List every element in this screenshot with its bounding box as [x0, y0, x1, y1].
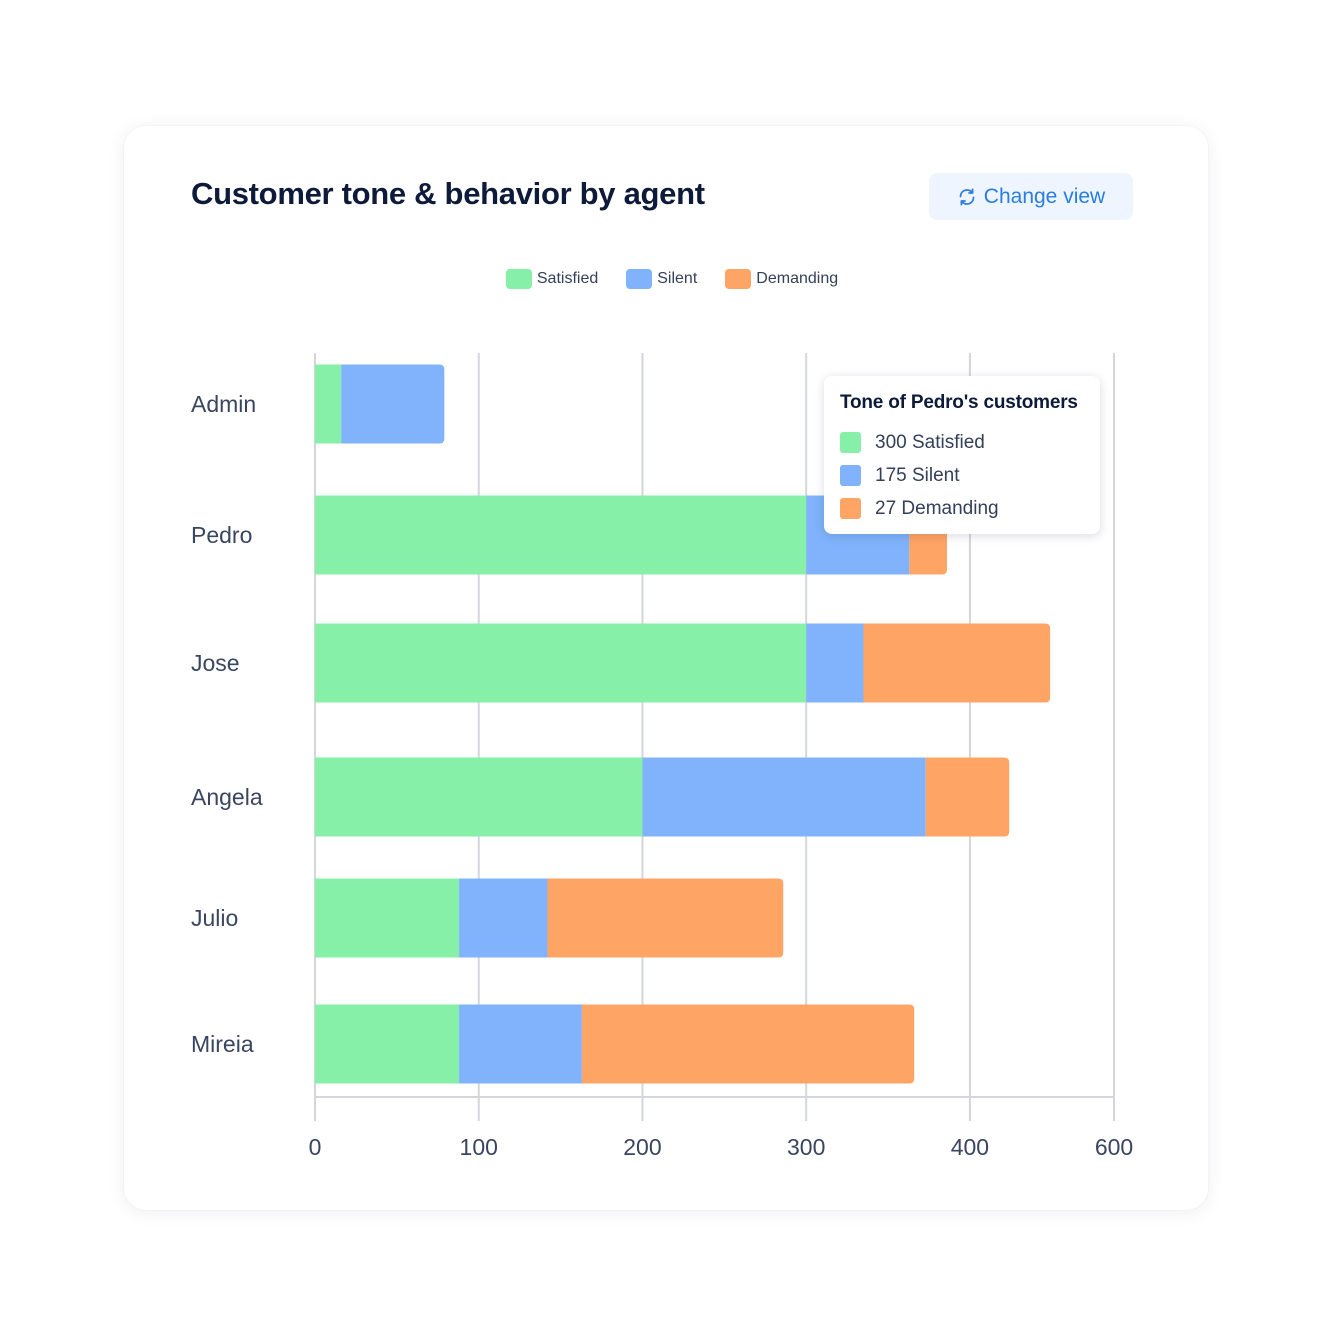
bar-chart: 0 100 200 300 400 600 Admin Pedro Jose Angela Juli…: [191, 353, 1133, 1160]
bar-segment-satisfied: [315, 1004, 460, 1084]
change-view-button[interactable]: Change view: [929, 173, 1133, 220]
bar-segment-demanding: [863, 623, 1051, 703]
legend-item-demanding[interactable]: Demanding: [725, 269, 838, 289]
agent-label: Mireia: [191, 1031, 254, 1057]
tooltip-title: Tone of Pedro's customers: [840, 392, 1078, 413]
chart-title: Customer tone & behavior by agent: [191, 176, 705, 211]
x-tick-label: 0: [309, 1134, 322, 1160]
bar-segment-silent: [806, 623, 864, 703]
tooltip: Tone of Pedro's customers 300 Satisfied …: [824, 376, 1100, 534]
legend-swatch-demanding: [725, 269, 752, 289]
tooltip-row-label: 175 Silent: [875, 464, 960, 486]
bar-segment-silent: [459, 878, 548, 958]
bar-segment-silent: [459, 1004, 582, 1084]
bar-segment-demanding: [547, 878, 784, 958]
tooltip-swatch-silent: [840, 465, 861, 486]
x-tick-label: 600: [1095, 1134, 1133, 1160]
tooltip-row-satisfied: 300 Satisfied: [840, 426, 1084, 459]
legend-swatch-silent: [626, 269, 653, 289]
legend-swatch-satisfied: [505, 269, 532, 289]
bar-segment-satisfied: [315, 757, 643, 837]
bar-segment-demanding: [581, 1004, 915, 1084]
agent-label: Jose: [191, 650, 240, 676]
tooltip-swatch-satisfied: [840, 432, 861, 453]
chart-legend: Satisfied Silent Demanding: [124, 269, 1208, 289]
x-tick-label: 400: [951, 1134, 989, 1160]
legend-label: Satisfied: [536, 270, 599, 287]
agent-label: Angela: [191, 784, 263, 810]
tooltip-row-label: 27 Demanding: [875, 497, 999, 519]
agent-label: Julio: [191, 905, 238, 931]
x-tick-label: 100: [460, 1134, 498, 1160]
bar-segment-satisfied: [315, 364, 342, 444]
bar-segment-silent: [642, 757, 926, 837]
bar-segment-satisfied: [315, 878, 460, 958]
change-view-label: Change view: [983, 184, 1106, 208]
legend-item-silent[interactable]: Silent: [626, 269, 697, 289]
x-tick-label: 200: [623, 1134, 661, 1160]
tooltip-swatch-demanding: [840, 498, 861, 519]
bar-segment-silent: [341, 364, 445, 444]
refresh-icon: [957, 187, 977, 207]
bar-segment-demanding: [925, 757, 1010, 837]
tooltip-row-demanding: 27 Demanding: [840, 492, 1084, 525]
tooltip-row-silent: 175 Silent: [840, 459, 1084, 492]
agent-label: Pedro: [191, 522, 252, 548]
chart-card: Customer tone & behavior by agent Change…: [124, 126, 1208, 1210]
bar-segment-satisfied: [315, 623, 807, 703]
legend-item-satisfied[interactable]: Satisfied: [505, 269, 599, 289]
legend-label: Silent: [657, 270, 698, 287]
tooltip-row-label: 300 Satisfied: [875, 431, 985, 453]
agent-label: Admin: [191, 391, 256, 417]
bar-segment-satisfied: [315, 495, 807, 575]
x-tick-label: 300: [787, 1134, 825, 1160]
legend-label: Demanding: [756, 270, 839, 287]
